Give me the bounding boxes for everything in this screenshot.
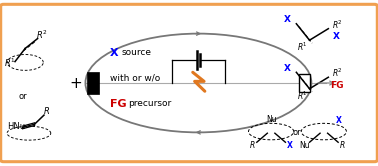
- Text: precursor: precursor: [128, 99, 171, 108]
- Text: source: source: [121, 48, 151, 57]
- Text: X: X: [287, 141, 293, 150]
- Text: Nu: Nu: [266, 115, 276, 124]
- Text: $R^1$: $R^1$: [297, 89, 307, 102]
- Text: R: R: [340, 141, 345, 150]
- Text: FG: FG: [110, 99, 127, 109]
- Text: HNu: HNu: [8, 122, 26, 131]
- Bar: [87, 72, 99, 94]
- Text: $R^1$: $R^1$: [297, 41, 307, 53]
- Text: $R^2$: $R^2$: [36, 28, 48, 41]
- Text: R: R: [44, 107, 50, 116]
- Text: R: R: [249, 141, 255, 150]
- Text: Nu: Nu: [300, 141, 310, 150]
- Text: $R^1$: $R^1$: [4, 56, 16, 69]
- Text: X: X: [110, 47, 119, 58]
- Text: or: or: [19, 92, 28, 101]
- Text: $R^2$: $R^2$: [332, 67, 343, 79]
- Text: +: +: [70, 76, 82, 90]
- Text: $R^2$: $R^2$: [332, 18, 343, 31]
- Text: with or w/o: with or w/o: [110, 74, 160, 83]
- Text: X: X: [336, 116, 342, 124]
- Text: or: or: [292, 128, 301, 137]
- Bar: [299, 74, 310, 92]
- Text: X: X: [284, 64, 290, 73]
- Text: X: X: [284, 15, 290, 24]
- Text: FG: FG: [330, 81, 343, 90]
- Text: X: X: [333, 32, 340, 41]
